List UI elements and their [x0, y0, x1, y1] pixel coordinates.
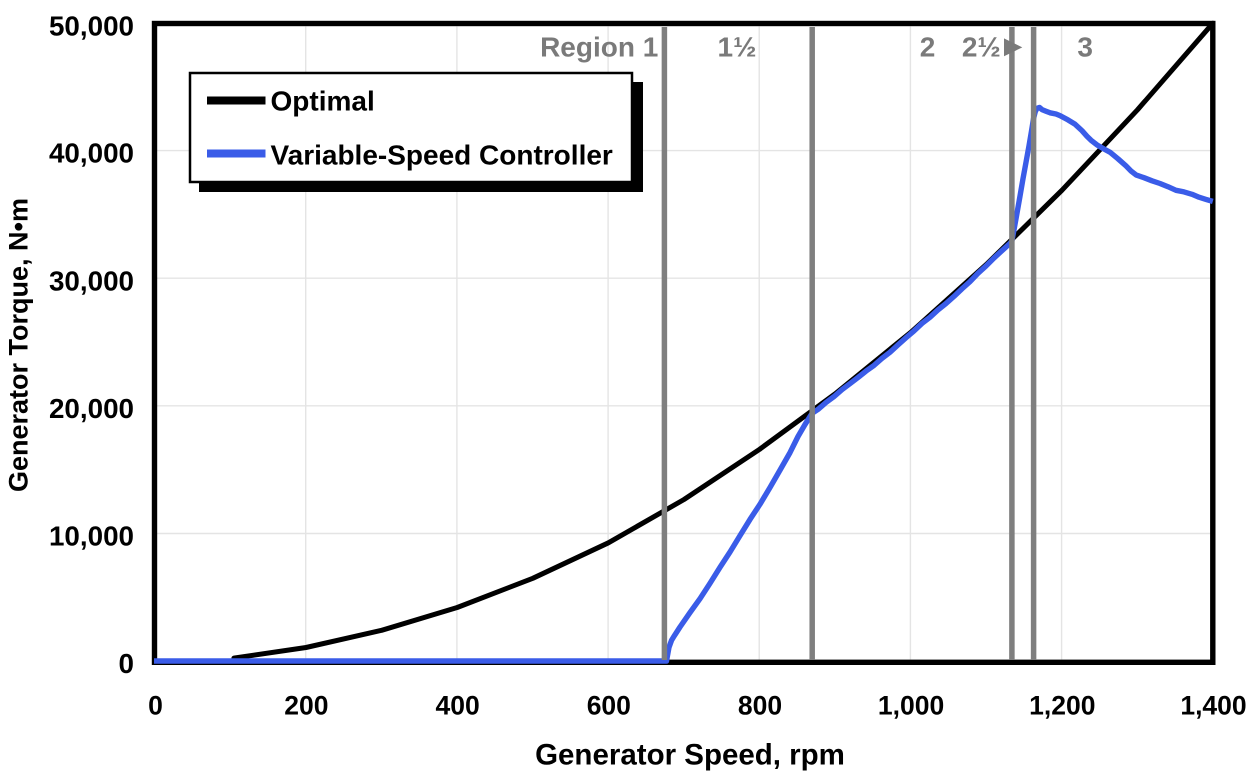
svg-text:10,000: 10,000 — [49, 521, 134, 552]
svg-text:2: 2 — [920, 32, 936, 63]
svg-text:Generator Torque, N•m: Generator Torque, N•m — [4, 198, 34, 492]
svg-text:400: 400 — [435, 691, 479, 721]
svg-text:800: 800 — [738, 691, 782, 721]
svg-text:200: 200 — [284, 691, 328, 721]
svg-text:1½: 1½ — [718, 32, 757, 63]
svg-text:Variable-Speed Controller: Variable-Speed Controller — [271, 140, 613, 171]
svg-text:0: 0 — [148, 691, 163, 721]
svg-text:3: 3 — [1077, 32, 1093, 63]
svg-text:Optimal: Optimal — [271, 86, 375, 117]
svg-text:Region 1: Region 1 — [540, 32, 658, 63]
svg-text:50,000: 50,000 — [49, 11, 134, 42]
svg-text:1,200: 1,200 — [1029, 691, 1095, 721]
svg-text:0: 0 — [119, 648, 134, 679]
svg-text:40,000: 40,000 — [49, 138, 134, 169]
svg-text:600: 600 — [587, 691, 631, 721]
svg-text:Generator Speed, rpm: Generator Speed, rpm — [535, 739, 845, 772]
svg-text:1,000: 1,000 — [878, 691, 944, 721]
svg-text:1,400: 1,400 — [1180, 691, 1246, 721]
svg-text:20,000: 20,000 — [49, 393, 134, 424]
svg-text:30,000: 30,000 — [49, 265, 134, 296]
svg-text:2½: 2½ — [962, 32, 1001, 63]
